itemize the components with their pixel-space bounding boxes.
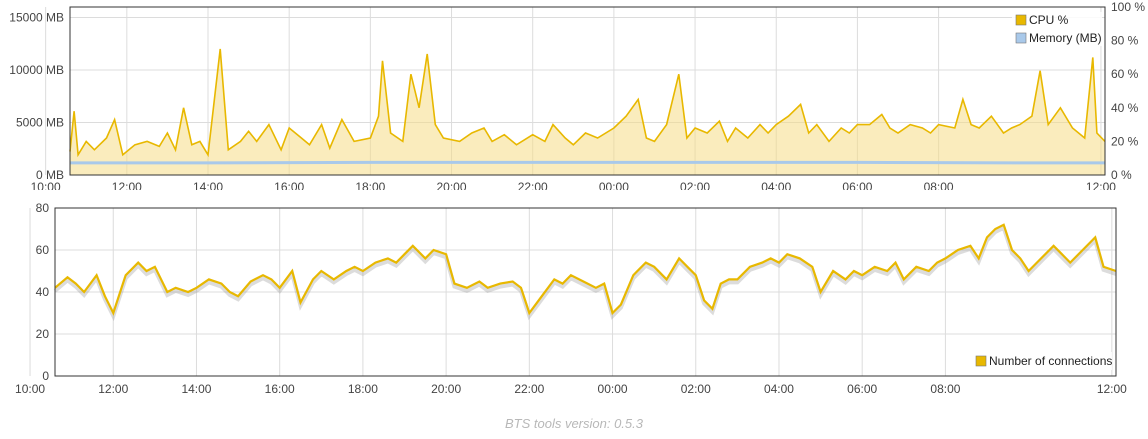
connections-line [54,223,1117,316]
x-tick-label: 22:00 [518,180,548,190]
cpu-memory-legend: CPU % Memory (MB) [1012,12,1102,46]
connections-series [53,223,1117,322]
x-tick-label: 06:00 [847,382,877,396]
x-tick-label: 14:00 [181,382,211,396]
x-tick-label: 00:00 [599,180,629,190]
cpu-memory-chart: 0 MB 5000 MB 10000 MB 15000 MB 0 % 20 % 40 % 6… [9,0,1145,190]
connections-chart: 0 20 40 60 80 12:00 14:00 16:00 18:00 20:00 22:00… [15,201,1127,396]
x-tick-label: 08:00 [930,382,960,396]
x-tick-label: 18:00 [348,382,378,396]
x-tick-label: 00:00 [598,382,628,396]
y-tick-label: 60 [36,243,50,257]
y-left-tick-label: 0 MB [36,168,64,182]
x-tick-label: 12:00 [112,180,142,190]
x-tick-label: 14:00 [193,180,223,190]
x-tick-label: 20:00 [431,382,461,396]
legend-label-connections: Number of connections [989,354,1112,368]
y-right-tick-label: 80 % [1111,34,1139,48]
y-right-tick-label: 40 % [1111,101,1139,115]
cpu-memory-x-axis-ticks: 12:00 14:00 16:00 18:00 20:00 22:00 00:00 02:00… [31,180,1117,190]
connections-line-shadow [53,224,1117,322]
y-tick-label: 80 [36,201,50,215]
x-tick-label: 16:00 [274,180,304,190]
cpu-area [70,49,1105,175]
y-right-tick-label: 0 % [1111,168,1132,182]
x-tick-label: 12:00 [98,382,128,396]
y-left-tick-label: 5000 MB [16,116,64,130]
x-tick-label: 08:00 [924,180,954,190]
memory-line [70,160,1105,165]
x-tick-label: 02:00 [681,382,711,396]
y-right-tick-label: 60 % [1111,67,1139,81]
x-tick-label: 22:00 [514,382,544,396]
y-tick-label: 20 [36,327,50,341]
legend-label-memory: Memory (MB) [1029,31,1102,45]
x-tick-label: 20:00 [437,180,467,190]
x-tick-label: 10:00 [15,382,45,396]
x-tick-label: 04:00 [764,382,794,396]
y-right-tick-label: 20 % [1111,134,1139,148]
legend-swatch-cpu [1015,14,1027,26]
cpu-line [69,48,1106,158]
legend-swatch-connections [975,355,987,367]
x-tick-label: 06:00 [842,180,872,190]
x-tick-label: 10:00 [31,180,61,190]
x-tick-label: 04:00 [761,180,791,190]
memory-y-axis-ticks: 0 MB 5000 MB 10000 MB 15000 MB [9,11,64,183]
x-tick-label: 16:00 [265,382,295,396]
connections-x-axis-ticks: 12:00 14:00 16:00 18:00 20:00 22:00 00:00 02:00… [15,382,1127,396]
cpu-y-axis-ticks: 0 % 20 % 40 % 60 % 80 % 100 % [1111,0,1145,182]
y-tick-label: 0 [42,369,49,383]
y-left-tick-label: 10000 MB [9,63,64,77]
connections-y-axis-ticks: 0 20 40 60 80 [36,201,50,383]
legend-label-cpu: CPU % [1029,13,1069,27]
footer-version: BTS tools version: 0.5.3 [504,416,643,431]
x-tick-label: 12:00 [1086,180,1116,190]
x-tick-label: 18:00 [355,180,385,190]
y-right-tick-label: 100 % [1111,0,1145,14]
x-tick-label: 02:00 [680,180,710,190]
y-left-tick-label: 15000 MB [9,11,64,25]
legend-swatch-memory [1015,32,1027,44]
connections-legend: Number of connections [972,352,1112,370]
cpu-memory-series [69,48,1106,175]
x-tick-label: 12:00 [1097,382,1127,396]
y-tick-label: 40 [36,285,50,299]
